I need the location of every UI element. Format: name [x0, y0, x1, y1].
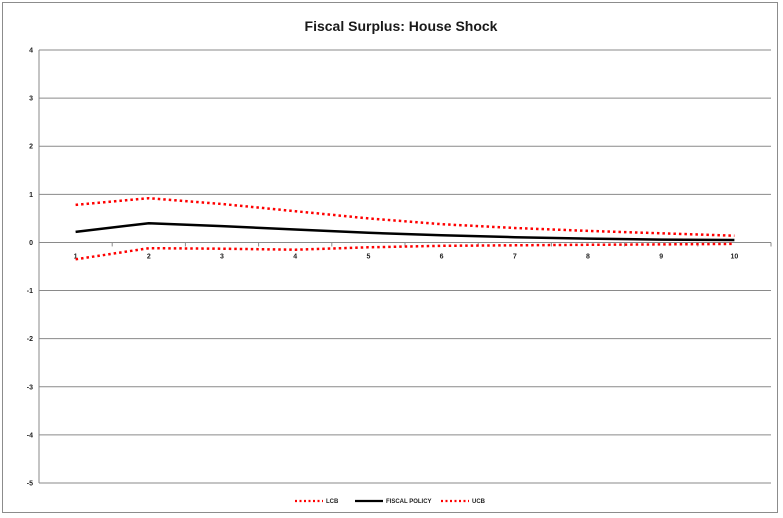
x-tick-label: 1	[74, 253, 78, 260]
y-tick-label: 4	[29, 48, 33, 55]
y-tick-label: -5	[27, 481, 33, 488]
y-tick-label: -1	[27, 288, 33, 295]
x-tick-label: 9	[659, 253, 663, 260]
y-tick-label: 1	[29, 192, 33, 199]
gridlines	[39, 49, 771, 484]
y-tick-label: 3	[29, 96, 33, 103]
x-tick-label: 5	[366, 253, 370, 260]
y-tick-label: -4	[27, 432, 33, 439]
chart-title: Fiscal Surplus: House Shock	[305, 18, 498, 34]
legend-label: UCB	[472, 499, 486, 505]
legend: LCB FISCAL POLICY UCB	[295, 499, 486, 505]
series-lines	[75, 196, 735, 261]
x-tick-label: 2	[147, 253, 151, 260]
y-tick-label: 0	[29, 240, 33, 247]
x-tick-label: 6	[440, 253, 444, 260]
series-line-ucb	[75, 196, 735, 237]
series-line-fiscal-policy	[75, 221, 735, 242]
x-tick-label: 4	[293, 253, 297, 260]
chart-frame: Fiscal Surplus: House Shock 4 3 2 1 0 -1 -2 -3-…	[2, 2, 778, 513]
y-tick-label: -3	[27, 384, 33, 391]
legend-label: FISCAL POLICY	[386, 499, 432, 505]
y-tick-label: -2	[27, 336, 33, 343]
legend-label: LCB	[326, 499, 339, 505]
series-line-lcb	[75, 242, 735, 261]
line-chart: Fiscal Surplus: House Shock 43210-1-2-3-…	[27, 18, 772, 505]
x-tick-label: 10	[731, 253, 739, 260]
x-tick-label: 8	[586, 253, 590, 260]
x-tick-label: 7	[513, 253, 517, 260]
y-tick-label: 2	[29, 144, 33, 151]
x-tick-label: 3	[220, 253, 224, 260]
